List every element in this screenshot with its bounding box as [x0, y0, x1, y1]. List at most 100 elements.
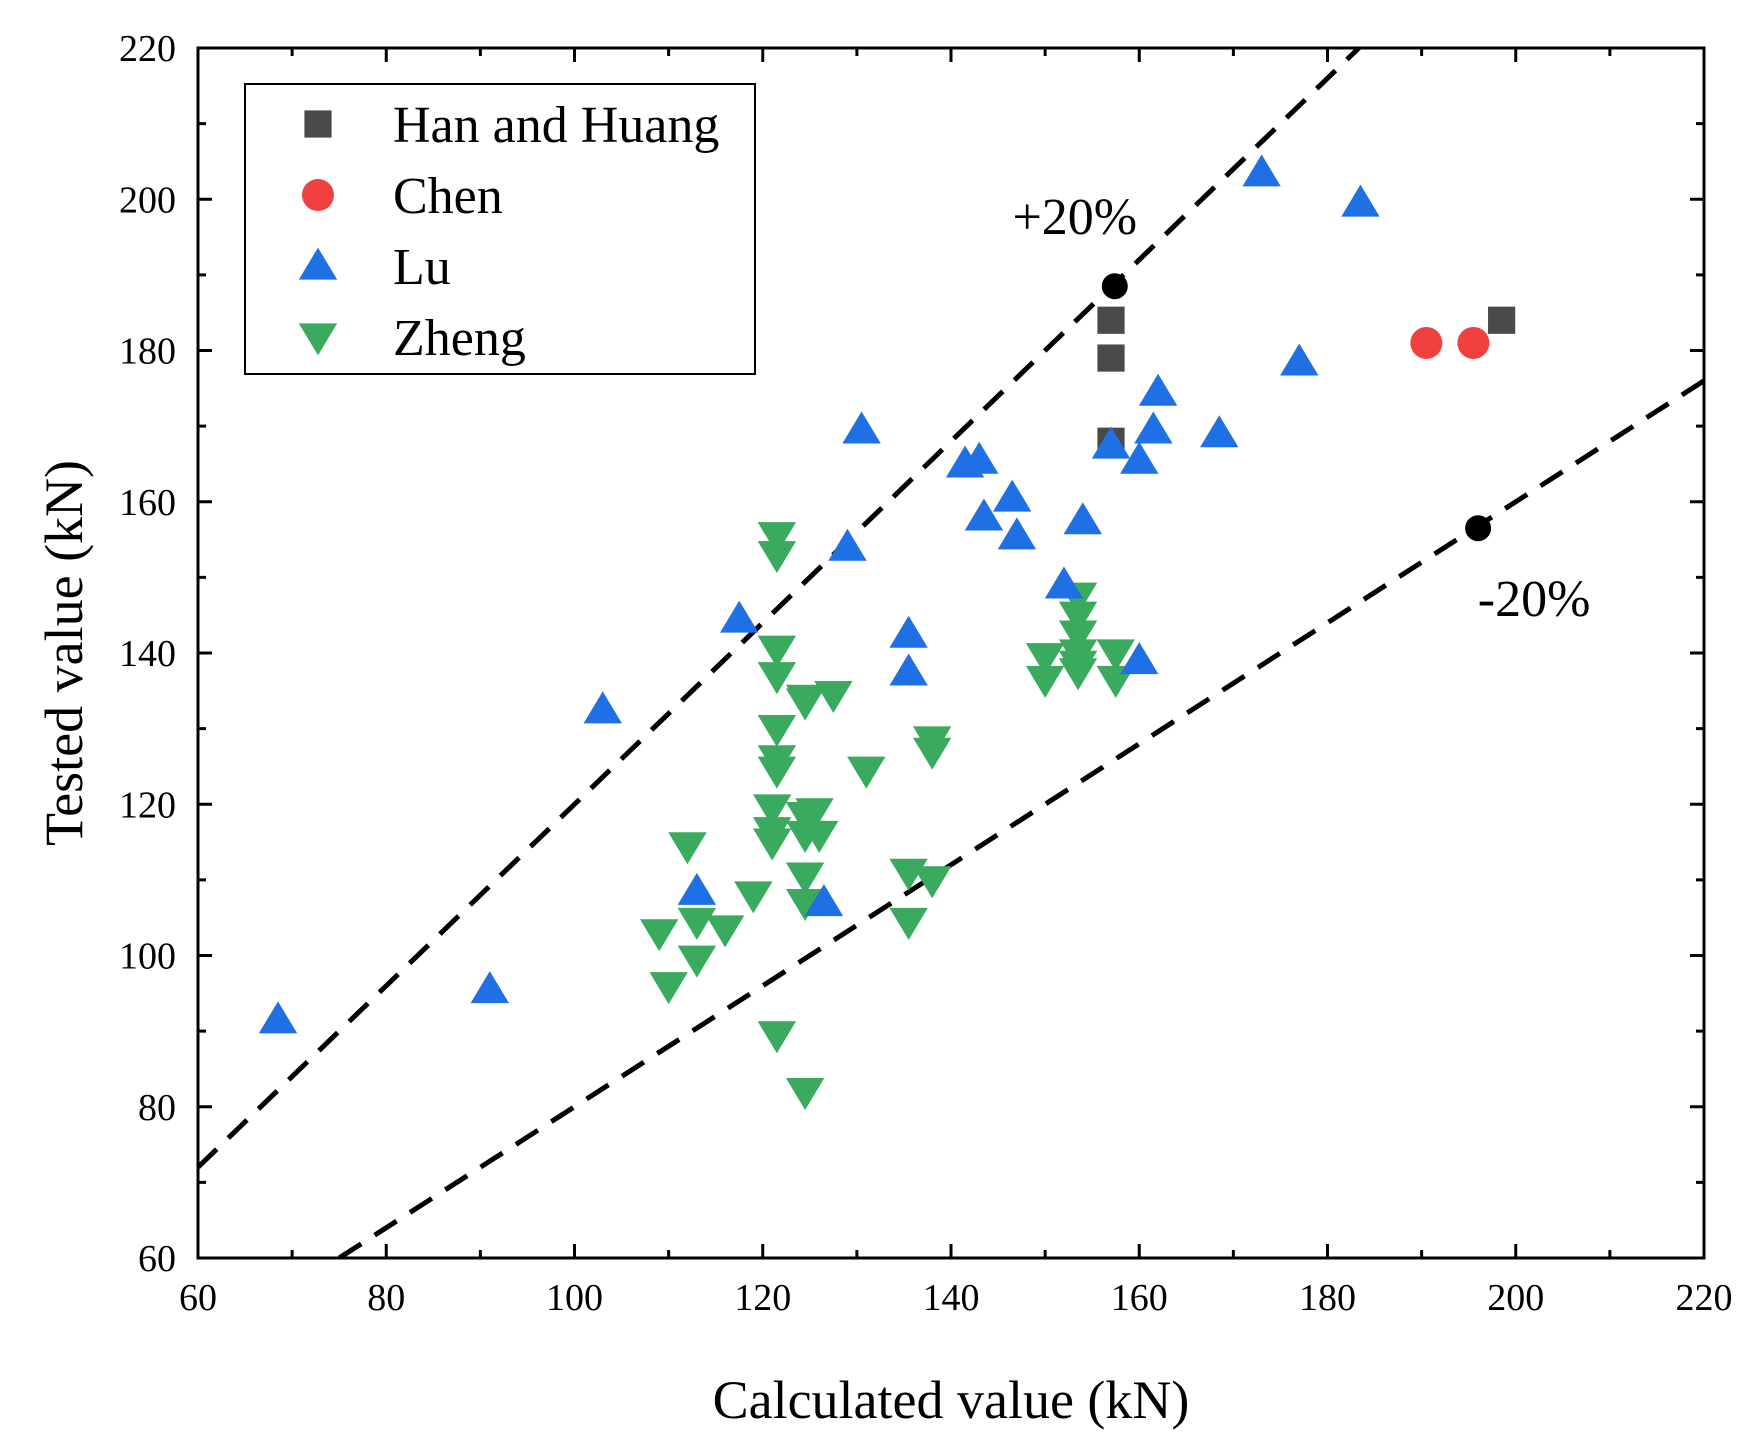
- axis-ticks: 60 80 100 120 140 160 180 200 220 60 80 100 120 140 16…: [119, 28, 1733, 1319]
- data-point: [677, 872, 717, 905]
- data-point: [842, 411, 881, 444]
- data-point: [1063, 502, 1102, 535]
- data-point: [734, 881, 773, 914]
- x-tick-label: 200: [1487, 1277, 1544, 1319]
- legend-label: Lu: [393, 239, 451, 296]
- data-point: [785, 688, 825, 721]
- data-point: [757, 522, 797, 555]
- data-point: [785, 862, 825, 895]
- data-point: [757, 635, 797, 668]
- legend-marker: [298, 247, 338, 280]
- data-point: [757, 715, 797, 748]
- reference-line: [334, 378, 1704, 1258]
- data-point: [800, 820, 839, 853]
- data-point: [583, 691, 622, 724]
- data-point: [912, 866, 952, 899]
- data-point: [847, 756, 886, 789]
- y-tick-label: 220: [119, 28, 176, 70]
- data-point: [889, 615, 928, 648]
- data-point: [1097, 306, 1125, 334]
- reference-line: [198, 48, 1363, 1170]
- data-point: [1138, 373, 1178, 406]
- x-tick-label: 160: [1111, 1277, 1168, 1319]
- x-tick-label: 60: [179, 1277, 217, 1319]
- x-tick-label: 100: [546, 1277, 603, 1319]
- data-point: [1120, 441, 1159, 474]
- reference-anchor-dot: [1465, 515, 1492, 542]
- y-tick-label: 120: [119, 784, 176, 826]
- data-point: [757, 541, 797, 574]
- data-point: [1058, 620, 1098, 653]
- data-point: [470, 971, 509, 1004]
- data-point: [997, 517, 1037, 550]
- y-tick-label: 140: [119, 633, 176, 675]
- data-point: [1242, 154, 1281, 187]
- data-point: [1044, 566, 1084, 599]
- data-point: [752, 828, 792, 861]
- y-tick-label: 80: [138, 1087, 176, 1129]
- data-point: [785, 888, 825, 921]
- data-point: [992, 479, 1032, 512]
- data-point: [677, 945, 717, 978]
- data-point: [1096, 639, 1135, 672]
- data-point: [960, 441, 999, 474]
- data-point: [814, 680, 853, 713]
- data-point: [1410, 326, 1443, 359]
- data-point: [1488, 306, 1516, 334]
- data-point: [889, 907, 928, 940]
- data-point: [795, 798, 834, 831]
- data-point: [1058, 658, 1098, 691]
- legend-label: Chen: [393, 168, 503, 225]
- y-axis-title: Tested value (kN): [34, 460, 94, 846]
- legend-marker: [298, 323, 338, 356]
- data-point: [258, 1001, 298, 1034]
- data-point: [668, 832, 707, 865]
- y-tick-label: 200: [119, 179, 176, 221]
- reference-labels: +20% -20%: [1012, 189, 1590, 628]
- data-point: [1341, 184, 1380, 217]
- data-point: [752, 794, 792, 827]
- data-point: [1025, 643, 1065, 676]
- data-point: [1097, 344, 1125, 372]
- reference-label: -20%: [1478, 571, 1591, 628]
- data-point: [640, 919, 679, 952]
- data-point: [705, 915, 745, 948]
- data-point: [649, 972, 688, 1005]
- x-axis-title: Calculated value (kN): [713, 1370, 1190, 1430]
- y-tick-label: 180: [119, 331, 176, 373]
- data-point: [1280, 343, 1319, 376]
- x-tick-label: 220: [1676, 1277, 1733, 1319]
- legend-label: Zheng: [393, 310, 526, 367]
- data-point: [1058, 601, 1098, 634]
- x-tick-label: 80: [367, 1277, 405, 1319]
- reference-anchor-dot: [1101, 273, 1128, 300]
- y-tick-label: 100: [119, 936, 176, 978]
- legend-label: Han and Huang: [393, 97, 719, 154]
- data-point: [1200, 415, 1239, 448]
- data-point: [757, 756, 797, 789]
- data-point: [1025, 665, 1065, 698]
- data-point: [889, 653, 928, 686]
- x-tick-label: 120: [734, 1277, 791, 1319]
- data-point: [964, 498, 1004, 531]
- x-tick-label: 140: [923, 1277, 980, 1319]
- y-tick-label: 160: [119, 482, 176, 524]
- data-point: [677, 907, 717, 940]
- data-points: [258, 154, 1516, 1111]
- data-point: [912, 737, 952, 770]
- reference-anchors: [1101, 273, 1492, 542]
- reference-lines: [198, 48, 1704, 1258]
- data-point: [757, 1021, 797, 1054]
- reference-label: +20%: [1012, 189, 1137, 246]
- data-point: [757, 662, 797, 695]
- data-point: [720, 600, 759, 633]
- y-tick-label: 60: [138, 1238, 176, 1280]
- data-point: [1457, 326, 1490, 359]
- legend-marker: [302, 179, 334, 211]
- data-point: [828, 528, 867, 561]
- data-point: [1120, 642, 1159, 675]
- legend-marker: [304, 110, 332, 138]
- data-point: [1134, 411, 1173, 444]
- data-point: [1091, 426, 1131, 459]
- data-point: [785, 1078, 825, 1111]
